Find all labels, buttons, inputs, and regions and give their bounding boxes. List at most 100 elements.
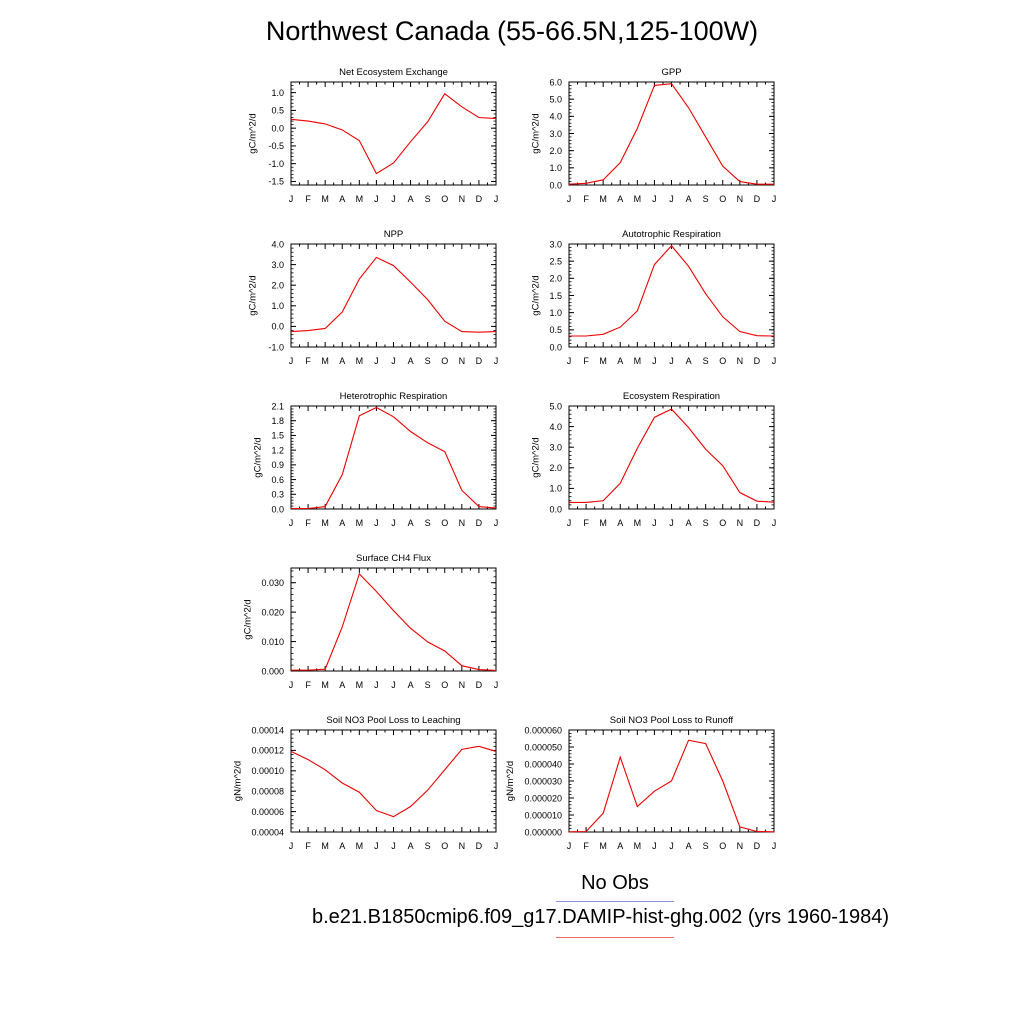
panel-title: Heterotrophic Respiration [340,391,448,402]
x-tick-label: S [703,356,709,366]
x-tick-label: J [391,356,396,366]
y-tick-label: 0.000010 [524,810,562,820]
y-tick-label: 1.0 [271,88,284,98]
x-tick-label: F [305,518,311,528]
x-tick-label: J [669,194,674,204]
x-tick-label: J [391,841,396,851]
series-line [569,244,775,337]
y-tick-label: 1.5 [549,291,562,301]
x-tick-label: J [652,194,657,204]
x-tick-label: D [476,518,483,528]
plot-frame [568,405,775,510]
y-tick-label: 1.0 [549,484,562,494]
page-title: Northwest Canada (55-66.5N,125-100W) [265,16,759,46]
y-tick-label: 4.0 [549,422,562,432]
x-tick-label: J [669,518,674,528]
panel-title: GPP [661,67,681,78]
y-axis-label: gC/m^2/d [248,113,259,153]
x-tick-label: F [305,194,311,204]
y-tick-label: 0.020 [261,607,284,617]
x-tick-label: A [339,841,345,851]
x-tick-label: A [339,194,345,204]
x-tick-label: S [703,518,709,528]
x-tick-label: M [634,356,642,366]
x-tick-label: N [737,356,744,366]
plot-frame [568,81,775,186]
y-tick-label: 0.00014 [251,725,284,735]
y-axis-label: gC/m^2/d [243,599,254,639]
x-tick-label: O [719,518,726,528]
x-tick-label: N [459,841,466,851]
x-tick-label: J [669,841,674,851]
x-tick-label: S [703,194,709,204]
x-tick-label: N [459,518,466,528]
y-tick-label: 2.0 [271,281,284,291]
x-tick-label: J [652,841,657,851]
x-tick-label: M [634,518,642,528]
x-tick-label: J [391,680,396,690]
x-tick-label: J [772,841,777,851]
y-tick-label: 0.000060 [524,725,562,735]
x-tick-label: N [737,518,744,528]
y-tick-label: 1.5 [271,431,284,441]
x-tick-label: A [339,680,345,690]
x-tick-label: O [441,356,448,366]
x-tick-label: D [476,680,483,690]
x-tick-label: O [441,194,448,204]
x-tick-label: S [425,680,431,690]
x-tick-label: J [669,356,674,366]
y-tick-label: 0.00006 [251,807,284,817]
series-line [290,745,497,818]
y-tick-label: 0.6 [271,475,284,485]
y-tick-label: 0.0 [549,504,562,514]
x-tick-label: A [686,841,692,851]
x-tick-label: M [356,841,364,851]
y-tick-label: -1.0 [268,342,284,352]
y-tick-label: 0.5 [271,106,284,116]
x-tick-label: J [289,356,294,366]
x-tick-label: J [567,356,572,366]
x-tick-label: D [476,194,483,204]
y-axis-label: gN/m^2/d [232,761,243,801]
x-tick-label: A [617,518,623,528]
panel-title: Soil NO3 Pool Loss to Runoff [610,715,734,726]
x-tick-label: J [289,194,294,204]
x-tick-label: J [374,356,379,366]
y-tick-label: 1.0 [271,301,284,311]
x-tick-label: F [305,841,311,851]
x-tick-label: J [289,841,294,851]
y-tick-label: 0.000 [261,666,284,676]
y-axis-label: gC/m^2/d [248,275,259,315]
series-line [291,572,497,671]
x-tick-label: D [476,841,483,851]
y-tick-label: 0.000020 [524,793,562,803]
x-tick-label: F [583,356,589,366]
x-tick-label: A [339,356,345,366]
y-tick-label: 0.000040 [524,759,562,769]
y-tick-label: 2.0 [549,146,562,156]
x-tick-label: N [737,841,744,851]
panel-title: NPP [384,229,404,240]
y-tick-label: 0.010 [261,637,284,647]
x-tick-label: A [617,194,623,204]
y-tick-label: 0.0 [271,123,284,133]
y-tick-label: 0.0 [271,504,284,514]
x-tick-label: S [703,841,709,851]
y-tick-label: 5.0 [549,94,562,104]
x-tick-label: M [356,518,364,528]
x-tick-label: M [356,356,364,366]
series-line [290,92,497,175]
x-tick-label: A [408,356,414,366]
x-tick-label: S [425,518,431,528]
y-tick-label: 5.0 [549,401,562,411]
x-tick-label: J [567,194,572,204]
x-tick-label: A [408,194,414,204]
x-tick-label: F [583,518,589,528]
x-tick-label: J [567,518,572,528]
x-tick-label: D [754,518,761,528]
y-tick-label: 0.00008 [251,787,284,797]
